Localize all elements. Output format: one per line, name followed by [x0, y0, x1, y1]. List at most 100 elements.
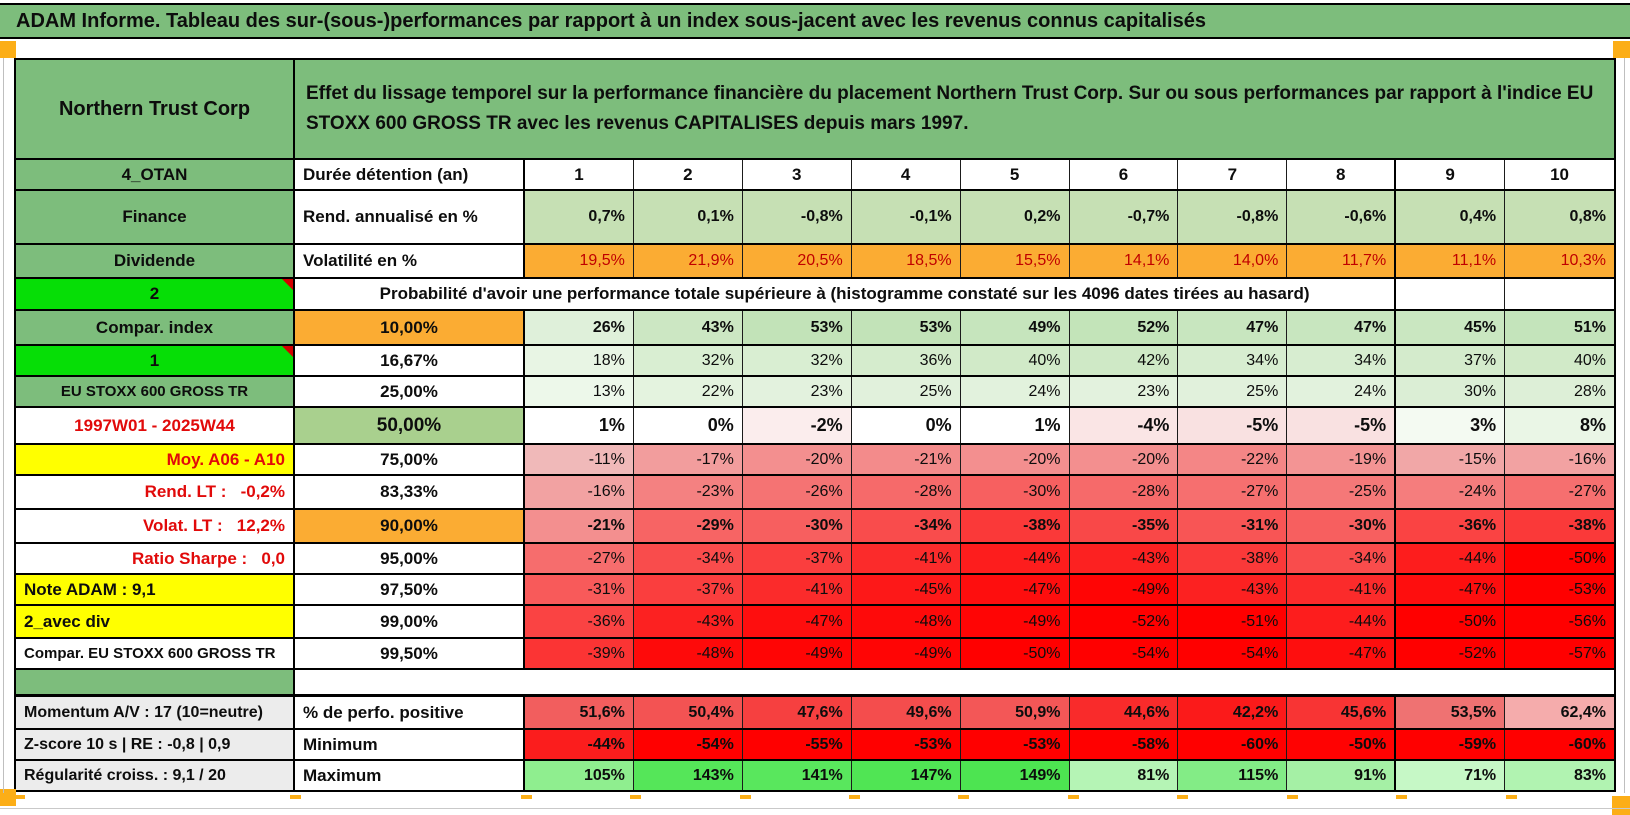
row-label-cell-17[interactable]: Momentum A/V : 17 (10=neutre): [16, 697, 295, 728]
data-cell-6-3[interactable]: 32%: [742, 346, 852, 375]
metric-label-cell-1[interactable]: Durée détention (an): [295, 160, 525, 189]
metric-label-cell-11[interactable]: 90,00%: [295, 510, 525, 542]
data-cell-12-9[interactable]: -44%: [1396, 544, 1506, 573]
data-cell-12-8[interactable]: -34%: [1287, 544, 1397, 573]
data-cell-13-3[interactable]: -41%: [742, 575, 852, 604]
empty-cell-9[interactable]: [1396, 279, 1506, 309]
data-cell-7-10[interactable]: 28%: [1505, 377, 1614, 406]
data-cell-8-10[interactable]: 8%: [1505, 408, 1614, 443]
data-cell-14-5[interactable]: -49%: [960, 606, 1070, 637]
row-label-cell-0[interactable]: Northern Trust Corp: [16, 60, 295, 158]
data-cell-1-8[interactable]: 8: [1287, 160, 1397, 189]
row-label-cell-7[interactable]: EU STOXX 600 GROSS TR: [16, 377, 295, 406]
metric-label-cell-14[interactable]: 99,00%: [295, 606, 525, 637]
data-cell-10-10[interactable]: -27%: [1505, 476, 1614, 508]
data-cell-11-2[interactable]: -29%: [633, 510, 743, 542]
data-cell-5-6[interactable]: 52%: [1069, 311, 1179, 344]
probability-caption-cell[interactable]: Probabilité d'avoir une performance tota…: [295, 279, 1397, 309]
data-cell-7-5[interactable]: 24%: [960, 377, 1070, 406]
data-cell-17-9[interactable]: 53,5%: [1396, 697, 1506, 728]
data-cell-18-6[interactable]: -58%: [1069, 730, 1179, 759]
data-cell-19-7[interactable]: 115%: [1178, 761, 1288, 790]
row-label-cell-1[interactable]: 4_OTAN: [16, 160, 295, 189]
row-label-cell-9[interactable]: Moy. A06 - A10: [16, 445, 295, 474]
data-cell-9-4[interactable]: -21%: [851, 445, 961, 474]
data-cell-11-4[interactable]: -34%: [851, 510, 961, 542]
header-description-cell[interactable]: Effet du lissage temporel sur la perform…: [295, 60, 1614, 158]
data-cell-18-7[interactable]: -60%: [1178, 730, 1288, 759]
data-cell-19-9[interactable]: 71%: [1396, 761, 1506, 790]
data-cell-7-9[interactable]: 30%: [1396, 377, 1506, 406]
data-cell-18-8[interactable]: -50%: [1287, 730, 1397, 759]
data-cell-2-3[interactable]: -0,8%: [742, 191, 852, 243]
data-cell-17-7[interactable]: 42,2%: [1178, 697, 1288, 728]
data-cell-7-3[interactable]: 23%: [742, 377, 852, 406]
row-label-cell-18[interactable]: Z-score 10 s | RE : -0,8 | 0,9: [16, 730, 295, 759]
data-cell-6-7[interactable]: 34%: [1178, 346, 1288, 375]
data-cell-9-10[interactable]: -16%: [1505, 445, 1614, 474]
data-cell-8-2[interactable]: 0%: [633, 408, 743, 443]
data-cell-12-3[interactable]: -37%: [742, 544, 852, 573]
row-label-cell-14[interactable]: 2_avec div: [16, 606, 295, 637]
data-cell-15-1[interactable]: -39%: [525, 639, 634, 668]
data-cell-17-3[interactable]: 47,6%: [742, 697, 852, 728]
data-cell-14-2[interactable]: -43%: [633, 606, 743, 637]
data-cell-19-2[interactable]: 143%: [633, 761, 743, 790]
metric-label-cell-13[interactable]: 97,50%: [295, 575, 525, 604]
data-cell-2-6[interactable]: -0,7%: [1069, 191, 1179, 243]
data-cell-10-4[interactable]: -28%: [851, 476, 961, 508]
data-cell-17-4[interactable]: 49,6%: [851, 697, 961, 728]
data-cell-18-1[interactable]: -44%: [525, 730, 634, 759]
data-cell-7-4[interactable]: 25%: [851, 377, 961, 406]
data-cell-11-5[interactable]: -38%: [960, 510, 1070, 542]
data-cell-13-4[interactable]: -45%: [851, 575, 961, 604]
data-cell-1-9[interactable]: 9: [1396, 160, 1506, 189]
metric-label-cell-8[interactable]: 50,00%: [295, 408, 525, 443]
data-cell-17-1[interactable]: 51,6%: [525, 697, 634, 728]
data-cell-14-3[interactable]: -47%: [742, 606, 852, 637]
data-cell-15-8[interactable]: -47%: [1287, 639, 1397, 668]
data-cell-18-10[interactable]: -60%: [1505, 730, 1614, 759]
data-cell-9-7[interactable]: -22%: [1178, 445, 1288, 474]
data-cell-10-6[interactable]: -28%: [1069, 476, 1179, 508]
row-label-cell-4[interactable]: 2: [16, 279, 295, 309]
row-label-cell-10[interactable]: Rend. LT : -0,2%: [16, 476, 295, 508]
data-cell-1-2[interactable]: 2: [634, 160, 743, 189]
data-cell-14-4[interactable]: -48%: [851, 606, 961, 637]
data-cell-3-7[interactable]: 14,0%: [1178, 245, 1288, 277]
data-cell-17-6[interactable]: 44,6%: [1069, 697, 1179, 728]
data-cell-11-6[interactable]: -35%: [1069, 510, 1179, 542]
data-cell-9-2[interactable]: -17%: [633, 445, 743, 474]
data-cell-12-1[interactable]: -27%: [525, 544, 634, 573]
data-cell-9-1[interactable]: -11%: [525, 445, 634, 474]
data-cell-7-1[interactable]: 13%: [525, 377, 634, 406]
data-cell-15-10[interactable]: -57%: [1505, 639, 1614, 668]
row-label-cell-13[interactable]: Note ADAM : 9,1: [16, 575, 295, 604]
data-cell-7-8[interactable]: 24%: [1287, 377, 1397, 406]
data-cell-12-10[interactable]: -50%: [1505, 544, 1614, 573]
data-cell-5-5[interactable]: 49%: [960, 311, 1070, 344]
data-cell-18-9[interactable]: -59%: [1396, 730, 1506, 759]
metric-label-cell-12[interactable]: 95,00%: [295, 544, 525, 573]
data-cell-9-9[interactable]: -15%: [1396, 445, 1506, 474]
data-cell-18-5[interactable]: -53%: [960, 730, 1070, 759]
data-cell-12-6[interactable]: -43%: [1069, 544, 1179, 573]
data-cell-11-10[interactable]: -38%: [1505, 510, 1614, 542]
data-cell-18-4[interactable]: -53%: [851, 730, 961, 759]
metric-label-cell-3[interactable]: Volatilité en %: [295, 245, 525, 277]
data-cell-18-3[interactable]: -55%: [742, 730, 852, 759]
data-cell-6-8[interactable]: 34%: [1287, 346, 1397, 375]
data-cell-5-1[interactable]: 26%: [525, 311, 634, 344]
data-cell-3-8[interactable]: 11,7%: [1287, 245, 1397, 277]
data-cell-10-2[interactable]: -23%: [633, 476, 743, 508]
data-cell-14-8[interactable]: -44%: [1287, 606, 1397, 637]
row-label-cell-12[interactable]: Ratio Sharpe : 0,0: [16, 544, 295, 573]
data-cell-2-8[interactable]: -0,6%: [1287, 191, 1397, 243]
data-cell-1-7[interactable]: 7: [1178, 160, 1288, 189]
data-cell-19-1[interactable]: 105%: [525, 761, 634, 790]
data-cell-10-3[interactable]: -26%: [742, 476, 852, 508]
data-cell-1-6[interactable]: 6: [1070, 160, 1179, 189]
data-cell-2-10[interactable]: 0,8%: [1505, 191, 1614, 243]
data-cell-1-3[interactable]: 3: [743, 160, 852, 189]
data-cell-11-7[interactable]: -31%: [1178, 510, 1288, 542]
